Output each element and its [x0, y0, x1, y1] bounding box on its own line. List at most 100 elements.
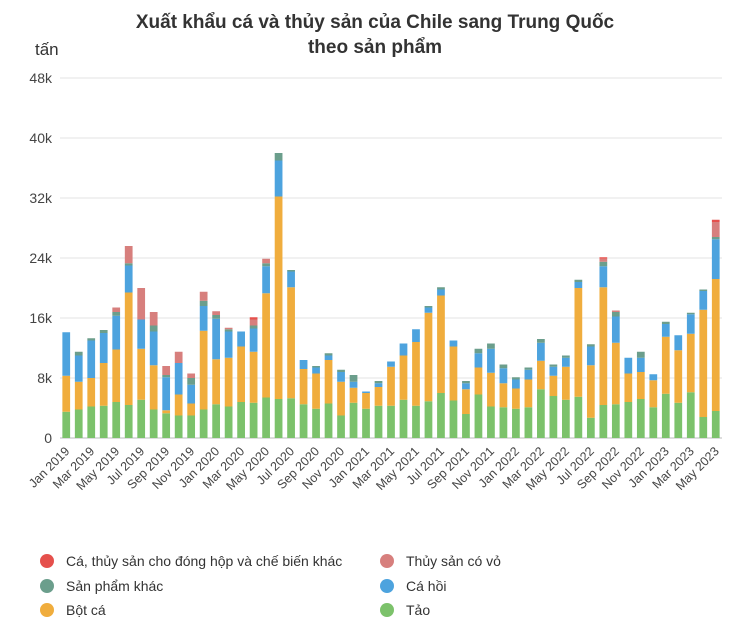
bar-segment	[324, 403, 333, 438]
bar-segment	[649, 380, 658, 408]
bar-segment	[599, 257, 608, 259]
bar-segment	[624, 373, 633, 402]
bar-segment	[699, 291, 708, 310]
bar-segment	[474, 394, 483, 438]
bar-segment	[599, 261, 608, 267]
bar-segment	[224, 331, 233, 358]
bar-segment	[337, 415, 345, 438]
bar-segment	[124, 405, 133, 438]
legend-swatch	[380, 603, 394, 617]
bar-segment	[412, 329, 420, 342]
y-axis-unit: tấn	[35, 40, 59, 59]
legend-label: Thủy sản có vỏ	[406, 553, 501, 569]
bar-segment	[474, 353, 483, 368]
y-tick-label: 16k	[29, 310, 53, 326]
bar-segment	[74, 355, 83, 382]
bar-segment	[674, 335, 683, 351]
bar-segment	[87, 340, 96, 378]
legend-item[interactable]: Cá hồi	[380, 578, 446, 594]
bar-segment	[374, 405, 383, 438]
bar-segment	[299, 404, 308, 438]
bar-segment	[487, 372, 495, 407]
bar-segment	[636, 351, 645, 358]
bar-segment	[262, 258, 270, 264]
bar-segment	[224, 327, 233, 330]
bar-segment	[174, 415, 183, 438]
bar-segment	[262, 263, 270, 267]
bar-segment	[187, 384, 196, 404]
bar-segment	[711, 279, 720, 411]
bar-segment	[112, 402, 121, 438]
bar-segment	[162, 377, 171, 411]
bar-segment	[349, 381, 358, 388]
bar-segment	[274, 153, 283, 161]
bar-segment	[249, 351, 258, 403]
bar-segment	[62, 332, 71, 376]
bar-segment	[437, 295, 445, 393]
bar-segment	[99, 363, 108, 406]
legend-item[interactable]: Bột cá	[40, 602, 106, 618]
bar-segment	[661, 324, 670, 337]
bar-segment	[324, 360, 333, 404]
bar-segment	[299, 360, 308, 369]
bar-segment	[137, 348, 146, 400]
bar-segment	[661, 393, 670, 438]
bar-segment	[611, 310, 620, 312]
bar-segment	[561, 399, 570, 438]
bar-segment	[674, 402, 683, 438]
bar-segment	[174, 351, 183, 363]
bar-segment	[187, 403, 196, 416]
bar-segment	[449, 346, 458, 401]
bar-segment	[87, 338, 96, 341]
legend-label: Sản phẩm khác	[66, 578, 164, 594]
bar-segment	[586, 365, 595, 418]
bar-segment	[611, 316, 620, 343]
bar-segment	[362, 408, 370, 438]
bar-segment	[287, 270, 295, 272]
legend-item[interactable]: Tảo	[380, 602, 430, 618]
bar-segment	[699, 309, 708, 417]
bar-segment	[412, 405, 420, 438]
bar-segment	[124, 292, 133, 405]
legend-item[interactable]: Thủy sản có vỏ	[380, 553, 501, 569]
bar-segment	[137, 288, 146, 320]
bar-segment	[199, 409, 208, 438]
bar-segment	[512, 388, 520, 409]
legend-swatch	[380, 579, 394, 593]
bar-segment	[524, 367, 533, 370]
legend-item[interactable]: Sản phẩm khác	[40, 578, 163, 594]
bar-segment	[374, 383, 383, 387]
bar-segment	[512, 377, 520, 380]
bar-segment	[262, 266, 270, 294]
bar-segment	[212, 315, 221, 319]
bar-segment	[87, 378, 96, 407]
bar-segment	[437, 287, 445, 290]
bar-segment	[199, 306, 208, 331]
bar-segment	[249, 328, 258, 352]
legend-item[interactable]: Cá, thủy sản cho đóng hộp và chế biến kh…	[40, 553, 342, 569]
bar-segment	[224, 406, 233, 438]
bar-segment	[262, 397, 270, 438]
bar-segment	[599, 405, 608, 438]
legend-label: Bột cá	[66, 602, 106, 618]
chart-title-line2: theo sản phẩm	[307, 37, 443, 58]
bar-segment	[561, 355, 570, 358]
bar-segment	[524, 407, 533, 438]
bar-segment	[224, 329, 233, 332]
bar-segment	[549, 364, 558, 367]
bar-segment	[237, 331, 245, 347]
bar-segment	[324, 353, 333, 356]
bar-segment	[424, 401, 433, 438]
bar-segment	[299, 369, 308, 405]
bar-segment	[249, 325, 258, 329]
bar-segment	[599, 258, 608, 262]
bar-segment	[586, 346, 595, 366]
y-tick-label: 8k	[37, 370, 53, 386]
bar-segment	[462, 381, 470, 384]
bar-segment	[199, 330, 208, 410]
bar-segment	[112, 349, 121, 402]
bar-segment	[349, 375, 358, 382]
bar-segment	[387, 405, 395, 438]
bar-segment	[149, 312, 158, 326]
